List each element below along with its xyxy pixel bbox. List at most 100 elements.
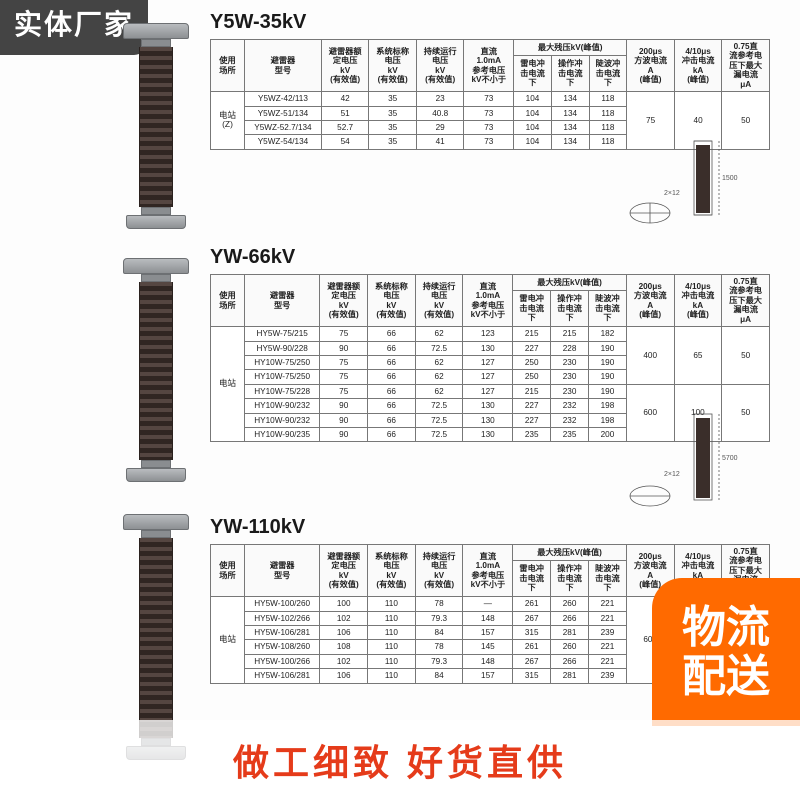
table-cell: 75 [320, 370, 368, 384]
table-cell: 157 [463, 625, 513, 639]
table-cell: 23 [416, 92, 464, 106]
table-cell: 221 [589, 597, 627, 611]
svg-text:5700: 5700 [722, 455, 738, 462]
table-cell: HY10W-75/250 [245, 370, 320, 384]
table-cell: 110 [368, 597, 416, 611]
badge-bottom-right: 物流 配送 [652, 578, 800, 726]
table-cell: 66 [368, 327, 416, 341]
table-cell: 267 [513, 654, 551, 668]
table-cell: 190 [589, 384, 627, 398]
table-cell: 29 [416, 120, 464, 134]
table-cell: 104 [514, 106, 552, 120]
table-cell: 239 [589, 669, 627, 683]
table-cell: 221 [589, 611, 627, 625]
table-cell: 198 [589, 399, 627, 413]
table-cell: 73 [464, 135, 514, 149]
table-cell: 250 [513, 370, 551, 384]
table-cell: 75 [320, 327, 368, 341]
table-cell: 52.7 [321, 120, 369, 134]
table-cell: 104 [514, 92, 552, 106]
table-cell: HY10W-90/235 [245, 428, 320, 442]
table-cell: 110 [368, 669, 416, 683]
table-cell: 73 [464, 92, 514, 106]
table-cell: 221 [589, 640, 627, 654]
table-cell: 118 [589, 106, 627, 120]
arrester-illustration [126, 23, 186, 229]
row-group-header: 电站 [211, 327, 245, 442]
table-cell: 66 [368, 413, 416, 427]
table-cell: 66 [368, 399, 416, 413]
table-row: 电站(Z)Y5WZ-42/11342352373104134118754050 [211, 92, 770, 106]
table-cell: 35 [369, 92, 417, 106]
table-cell: 73 [464, 106, 514, 120]
table-cell: HY5W-90/228 [245, 341, 320, 355]
table-cell: 110 [368, 640, 416, 654]
table-cell: 110 [368, 625, 416, 639]
table-cell: HY5W-100/260 [245, 597, 320, 611]
table-cell: 215 [513, 327, 551, 341]
table-cell: 72.5 [415, 413, 463, 427]
table-cell: 134 [551, 120, 589, 134]
svg-text:2×12: 2×12 [664, 190, 680, 197]
table-cell: 148 [463, 611, 513, 625]
table-cell: 73 [464, 120, 514, 134]
table-cell: 134 [551, 92, 589, 106]
table-cell: HY5W-108/260 [245, 640, 320, 654]
table-cell: 215 [513, 384, 551, 398]
table-cell: Y5WZ-52.7/134 [245, 120, 322, 134]
table-cell: 130 [463, 399, 513, 413]
table-cell: 118 [589, 120, 627, 134]
table-cell: 90 [320, 428, 368, 442]
table-cell: 118 [589, 135, 627, 149]
table-cell: 230 [551, 384, 589, 398]
table-cell: HY10W-75/250 [245, 355, 320, 369]
table-cell: 127 [463, 355, 513, 369]
arrester-illustration [126, 258, 186, 482]
table-cell: 145 [463, 640, 513, 654]
table-cell: 104 [514, 120, 552, 134]
table-cell: 130 [463, 413, 513, 427]
section-title: YW-110kV [210, 516, 305, 539]
table-cell: 266 [551, 611, 589, 625]
table-cell: 41 [416, 135, 464, 149]
table-cell: 102 [320, 654, 368, 668]
table-cell: 35 [369, 135, 417, 149]
table-cell: 261 [513, 597, 551, 611]
table-cell: 123 [463, 327, 513, 341]
table-cell: HY10W-75/228 [245, 384, 320, 398]
table-cell: HY10W-90/232 [245, 413, 320, 427]
table-cell: 66 [368, 355, 416, 369]
section-title: Y5W-35kV [210, 11, 306, 34]
table-cell: 90 [320, 341, 368, 355]
table-cell: 65 [674, 327, 722, 385]
table-cell: 227 [513, 399, 551, 413]
table-cell: 134 [551, 106, 589, 120]
table-cell: 281 [551, 669, 589, 683]
table-cell: HY5W-75/215 [245, 327, 320, 341]
table-cell: 75 [320, 384, 368, 398]
table-cell: 62 [415, 327, 463, 341]
table-cell: 134 [551, 135, 589, 149]
table-row: HY10W-75/22875666212721523019060010050 [211, 384, 770, 398]
table-cell: 35 [369, 106, 417, 120]
table-cell: 198 [589, 413, 627, 427]
table-cell: 66 [368, 428, 416, 442]
table-cell: 232 [551, 399, 589, 413]
table-cell: 50 [722, 327, 770, 385]
table-cell: 62 [415, 370, 463, 384]
table-cell: 130 [463, 428, 513, 442]
table-cell: Y5WZ-54/134 [245, 135, 322, 149]
table-cell: 62 [415, 355, 463, 369]
svg-text:1500: 1500 [722, 175, 738, 182]
table-cell: 72.5 [415, 428, 463, 442]
table-cell: 239 [589, 625, 627, 639]
table-cell: Y5WZ-42/113 [245, 92, 322, 106]
table-cell: 110 [368, 611, 416, 625]
bottom-slogan-text: 做工细致 好货直供 [233, 734, 567, 786]
table-cell: 260 [551, 597, 589, 611]
table-row: 电站HY5W-75/2157566621232152151824006550 [211, 327, 770, 341]
table-cell: 190 [589, 370, 627, 384]
table-cell: 100 [320, 597, 368, 611]
table-cell: 267 [513, 611, 551, 625]
section-title: YW-66kV [210, 246, 295, 269]
